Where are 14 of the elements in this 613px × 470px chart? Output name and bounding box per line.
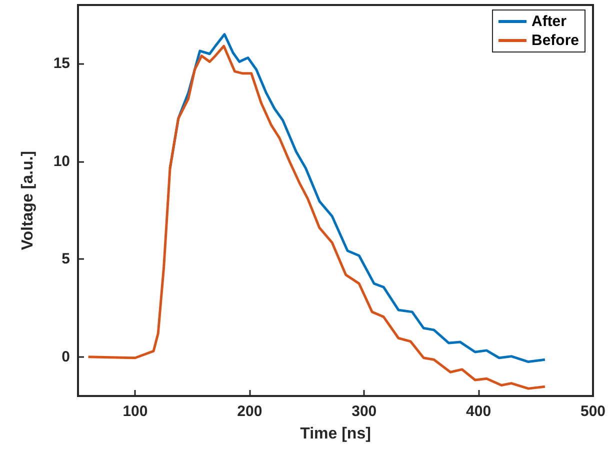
x-tick-label: 200 xyxy=(237,403,262,420)
y-tick-label: 10 xyxy=(53,152,70,170)
x-tick-label: 300 xyxy=(352,403,377,420)
legend-label: Before xyxy=(531,32,580,49)
y-tick-label: 15 xyxy=(53,55,70,72)
x-tick-label: 500 xyxy=(580,403,606,420)
legend-label: After xyxy=(531,13,567,30)
y-tick-label: 5 xyxy=(62,250,70,268)
line-series xyxy=(87,44,546,390)
x-axis-title: Time [ns] xyxy=(300,426,371,442)
x-tick-label: 400 xyxy=(466,403,492,420)
x-tick-label: 100 xyxy=(122,403,148,420)
y-tick-label: 0 xyxy=(62,348,70,366)
y-axis-title: Voltage [a.u.] xyxy=(20,150,36,250)
